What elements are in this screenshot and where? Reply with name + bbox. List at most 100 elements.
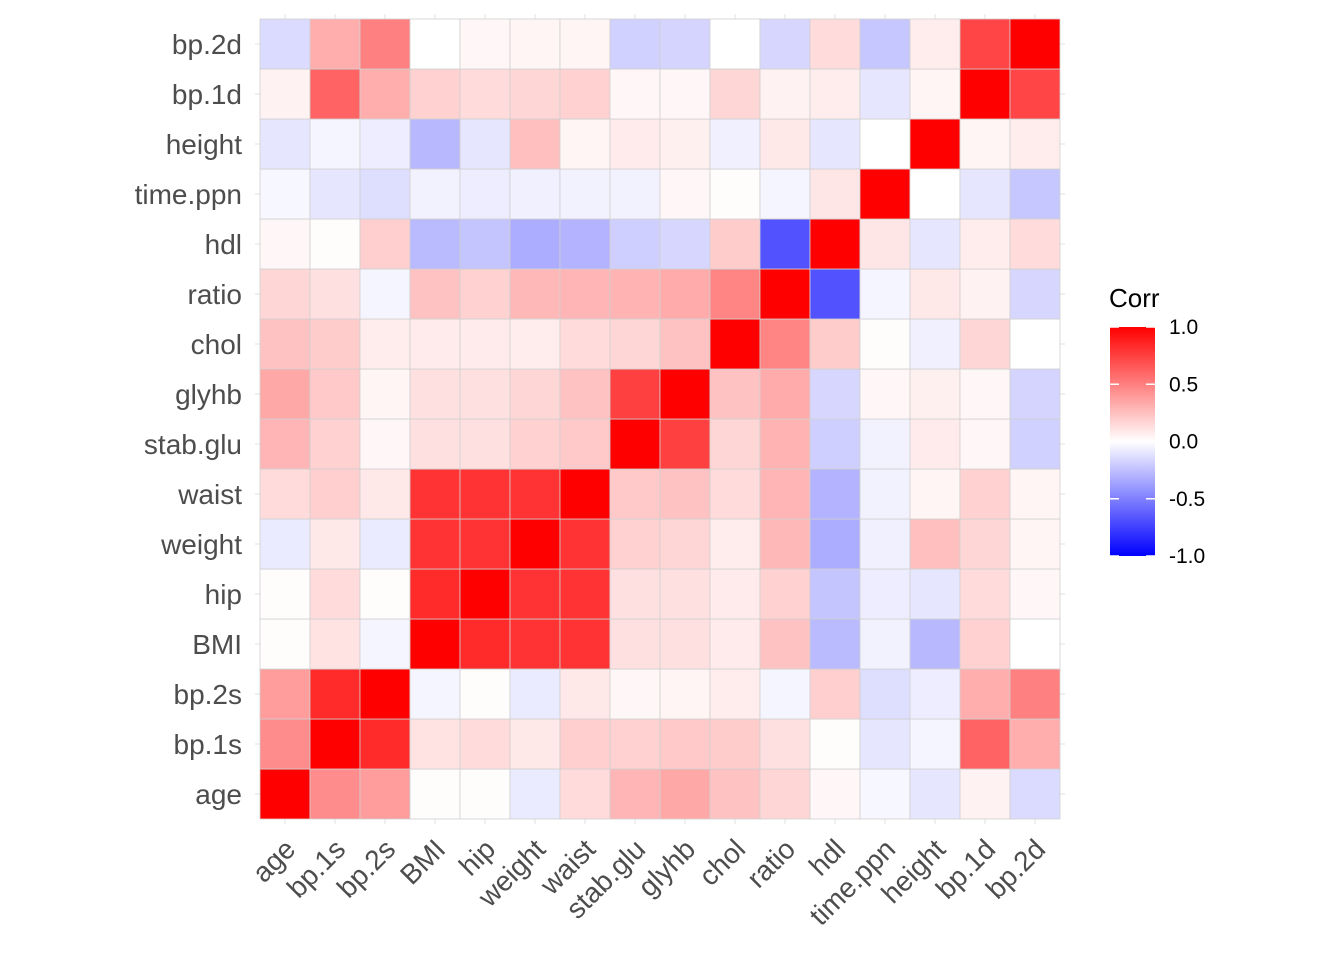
heatmap-cell: [309, 618, 361, 670]
heatmap-cell: [759, 468, 811, 520]
heatmap-cell: [459, 718, 511, 770]
y-tick-label: bp.1s: [174, 729, 243, 760]
heatmap-cell: [959, 468, 1011, 520]
heatmap-cell: [709, 18, 761, 70]
heatmap-cell: [859, 668, 911, 720]
heatmap-cell: [359, 418, 411, 470]
heatmap-cell: [409, 418, 461, 470]
heatmap-cell: [959, 568, 1011, 620]
heatmap-cell: [259, 568, 311, 620]
heatmap-cell: [559, 418, 611, 470]
heatmap-cell: [709, 718, 761, 770]
heatmap-cell: [559, 18, 611, 70]
heatmap-cell: [809, 318, 861, 370]
heatmap-cell: [609, 268, 661, 320]
heatmap-cell: [1009, 768, 1061, 820]
y-tick-label: hdl: [205, 229, 242, 260]
heatmap-cell: [359, 468, 411, 520]
heatmap-cell: [409, 668, 461, 720]
heatmap-cell: [309, 218, 361, 270]
heatmap-cell: [609, 18, 661, 70]
heatmap-cell: [859, 468, 911, 520]
heatmap-cell: [759, 218, 811, 270]
heatmap-cell: [559, 668, 611, 720]
heatmap-cell: [559, 218, 611, 270]
heatmap-cell: [559, 568, 611, 620]
heatmap-cell: [909, 618, 961, 670]
heatmap-cell: [259, 618, 311, 670]
heatmap-cell: [1009, 18, 1061, 70]
heatmap-cell: [859, 568, 911, 620]
heatmap-cell: [959, 768, 1011, 820]
heatmap-cell: [409, 18, 461, 70]
heatmap-cell: [859, 618, 911, 670]
heatmap-cell: [959, 218, 1011, 270]
color-legend: Corr 1.0 0.5 0.0 -0.5 -1.0: [1109, 283, 1205, 568]
heatmap-cell: [509, 518, 561, 570]
heatmap-cell: [609, 168, 661, 220]
heatmap-cell: [509, 168, 561, 220]
heatmap-cell: [659, 368, 711, 420]
heatmap-cell: [259, 218, 311, 270]
heatmap-cell: [809, 768, 861, 820]
heatmap-cell: [359, 318, 411, 370]
heatmap-cell: [659, 518, 711, 570]
heatmap-cell: [859, 68, 911, 120]
heatmap-cell: [509, 268, 561, 320]
heatmap-cell: [909, 168, 961, 220]
heatmap-cell: [309, 568, 361, 620]
heatmap-cell: [859, 418, 911, 470]
heatmap-cell: [909, 218, 961, 270]
heatmap-cell: [959, 118, 1011, 170]
heatmap-cell: [909, 518, 961, 570]
y-tick-label: bp.2d: [172, 29, 242, 60]
heatmap-cell: [709, 68, 761, 120]
heatmap-cell: [459, 618, 511, 670]
y-axis-tick-labels: age bp.1s bp.2s BMI hip weight waist stab.glu gl…: [135, 29, 243, 810]
heatmap-cell: [959, 718, 1011, 770]
x-tick-label: chol: [693, 833, 751, 891]
heatmap-cell: [759, 18, 811, 70]
heatmap-cell: [909, 68, 961, 120]
heatmap-cell: [809, 168, 861, 220]
heatmap-cell: [959, 368, 1011, 420]
heatmap-cell: [409, 68, 461, 120]
heatmap-cell: [259, 518, 311, 570]
heatmap-cell: [859, 118, 911, 170]
heatmap-cell: [659, 468, 711, 520]
heatmap-cell: [559, 368, 611, 420]
heatmap-cell: [1009, 718, 1061, 770]
heatmap-cell: [759, 68, 811, 120]
heatmap-cell: [609, 118, 661, 170]
heatmap-cell: [409, 518, 461, 570]
x-tick-label: BMI: [394, 833, 451, 890]
heatmap-cell: [409, 768, 461, 820]
heatmap-cell: [709, 268, 761, 320]
heatmap-cell: [459, 568, 511, 620]
heatmap-cell: [309, 168, 361, 220]
heatmap-cell: [809, 368, 861, 420]
heatmap-cell: [709, 568, 761, 620]
heatmap-cell: [1009, 318, 1061, 370]
x-tick-label: ratio: [741, 833, 801, 893]
heatmap-cell: [259, 68, 311, 120]
heatmap-cell: [259, 668, 311, 720]
heatmap-cell: [1009, 368, 1061, 420]
heatmap-cell: [609, 468, 661, 520]
heatmap-cell: [609, 668, 661, 720]
heatmap-cell: [359, 568, 411, 620]
heatmap-cell: [559, 168, 611, 220]
heatmap-cell: [759, 418, 811, 470]
y-tick-label: bp.2s: [174, 679, 243, 710]
heatmap-cell: [859, 768, 911, 820]
x-tick-label: glyhb: [632, 833, 701, 902]
heatmap-cell: [459, 18, 511, 70]
heatmap-cell: [859, 218, 911, 270]
heatmap-cell: [259, 168, 311, 220]
x-tick-label: bp.1s: [281, 833, 351, 903]
heatmap-cell: [709, 368, 761, 420]
heatmap-cell: [909, 318, 961, 370]
heatmap-cell: [559, 68, 611, 120]
heatmap-cell: [809, 268, 861, 320]
heatmap-cell: [909, 718, 961, 770]
